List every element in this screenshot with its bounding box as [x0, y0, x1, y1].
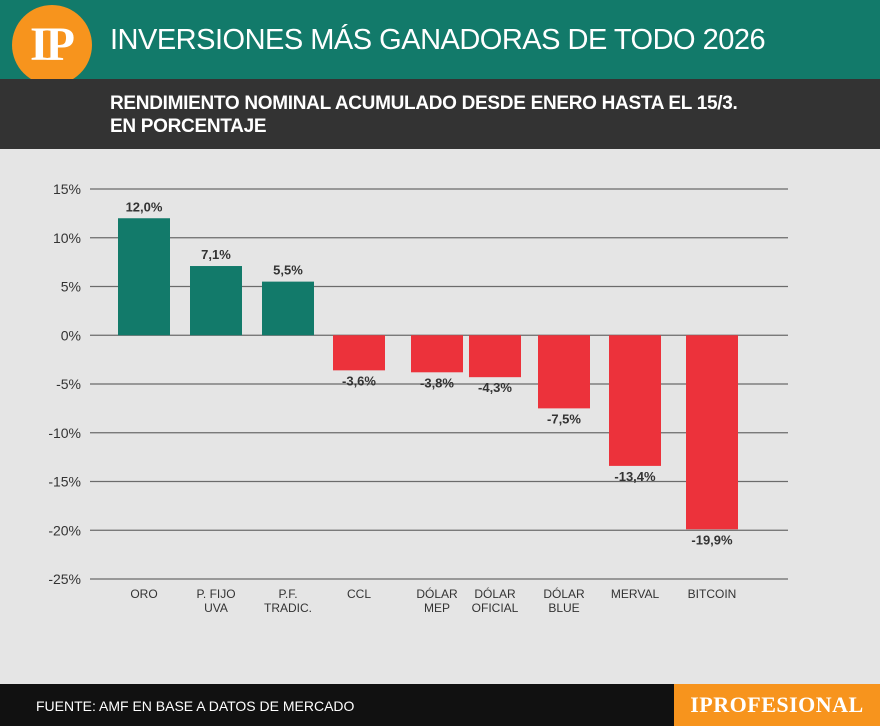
data-label: -13,4%	[614, 469, 656, 484]
category-label-line: UVA	[204, 601, 228, 615]
y-tick-label: 5%	[61, 279, 81, 295]
data-label: -7,5%	[547, 411, 581, 426]
category-label: MERVAL	[611, 587, 660, 601]
category-label-line: BITCOIN	[688, 587, 737, 601]
category-label-line: BLUE	[548, 601, 579, 615]
category-label-line: MEP	[424, 601, 450, 615]
category-label-line: CCL	[347, 587, 371, 601]
category-label: ORO	[130, 587, 157, 601]
bar	[609, 335, 661, 466]
data-label: -4,3%	[478, 380, 512, 395]
bar	[469, 335, 521, 378]
bar	[333, 335, 385, 371]
y-tick-label: 0%	[61, 327, 81, 343]
brand-logo: IPROFESIONAL	[690, 692, 864, 717]
category-label-line: DÓLAR	[543, 586, 585, 601]
subtitle-line-1: RENDIMIENTO NOMINAL ACUMULADO DESDE ENER…	[110, 93, 738, 114]
bar	[118, 218, 170, 336]
label-layer: 15% 10% 5% 0% -5% -10% -15% -20% -25% 12,0% ORO 7,1…	[48, 181, 736, 615]
logo-text: IP	[30, 17, 75, 71]
footer-bar: FUENTE: AMF EN BASE A DATOS DE MERCADO I…	[0, 684, 880, 726]
brand-badge: IPROFESIONAL	[674, 684, 880, 726]
subtitle-line-2: EN PORCENTAJE	[110, 116, 267, 137]
data-label: -3,8%	[420, 375, 454, 390]
bar	[190, 266, 242, 336]
category-label-line: ORO	[130, 587, 157, 601]
bar	[538, 335, 590, 409]
category-label-line: P. FIJO	[196, 587, 235, 601]
bar-chart: 15% 10% 5% 0% -5% -10% -15% -20% -25% 12,0% ORO 7,1…	[48, 181, 788, 615]
data-label: 7,1%	[201, 247, 231, 262]
y-tick-label: -15%	[48, 474, 81, 490]
data-label: -3,6%	[342, 373, 376, 388]
y-tick-label: -20%	[48, 522, 81, 538]
y-tick-label: -25%	[48, 571, 81, 587]
bar	[262, 281, 314, 336]
category-label: DÓLAR OFICIAL	[472, 586, 519, 615]
data-label: 12,0%	[126, 199, 163, 214]
category-label-line: P.F.	[278, 587, 297, 601]
bar	[411, 335, 463, 373]
source-note: FUENTE: AMF EN BASE A DATOS DE MERCADO	[36, 698, 355, 714]
category-label-line: DÓLAR	[416, 586, 458, 601]
data-label: -19,9%	[691, 532, 733, 547]
category-label: CCL	[347, 587, 371, 601]
chart-subtitle: RENDIMIENTO NOMINAL ACUMULADO DESDE ENER…	[110, 92, 738, 138]
header-bar: IP INVERSIONES MÁS GANADORAS DE TODO 202…	[0, 0, 880, 85]
category-label: BITCOIN	[688, 587, 737, 601]
bar-layer	[118, 218, 738, 530]
category-label-line: DÓLAR	[474, 586, 516, 601]
y-tick-label: 10%	[53, 230, 81, 246]
y-tick-label: -10%	[48, 425, 81, 441]
category-label: DÓLAR MEP	[416, 586, 458, 615]
bar	[686, 335, 738, 530]
y-tick-label: 15%	[53, 181, 81, 197]
data-label: 5,5%	[273, 263, 303, 278]
category-label: DÓLAR BLUE	[543, 586, 585, 615]
chart-title: INVERSIONES MÁS GANADORAS DE TODO 2026	[110, 24, 766, 56]
y-tick-label: -5%	[56, 376, 81, 392]
category-label-line: TRADIC.	[264, 601, 312, 615]
ip-logo: IP	[12, 5, 92, 85]
category-label-line: MERVAL	[611, 587, 660, 601]
category-label-line: OFICIAL	[472, 601, 519, 615]
subtitle-bar: RENDIMIENTO NOMINAL ACUMULADO DESDE ENER…	[0, 79, 880, 149]
category-label: P. FIJO UVA	[196, 587, 235, 615]
category-label: P.F. TRADIC.	[264, 587, 312, 615]
